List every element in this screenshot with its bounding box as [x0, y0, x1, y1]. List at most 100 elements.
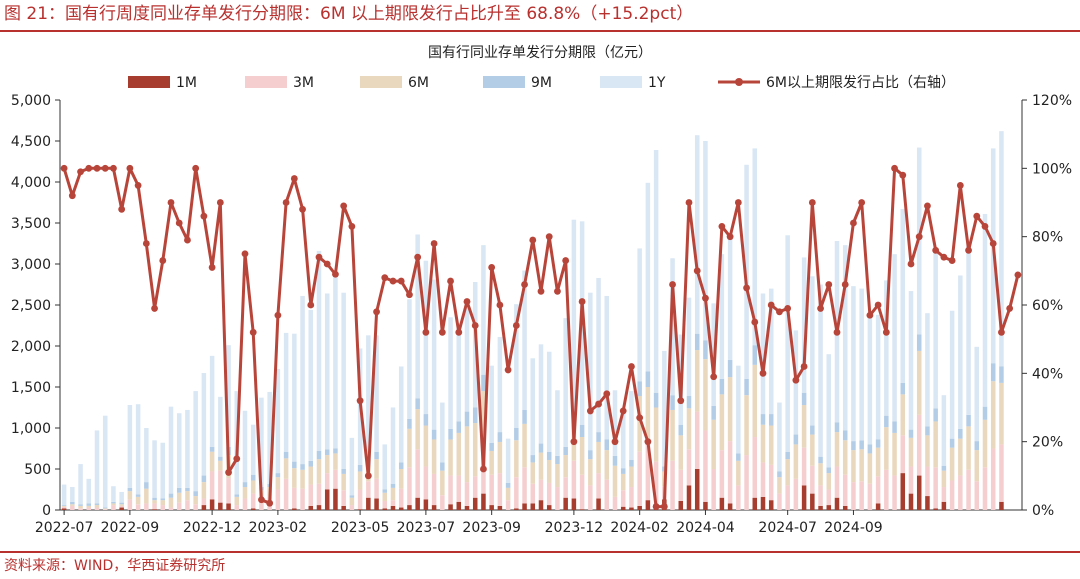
ratio-point	[677, 397, 685, 405]
bar-segment-1Y	[662, 350, 667, 467]
bar-segment-9M	[168, 493, 174, 498]
bar-segment-3M	[407, 467, 412, 506]
bar-segment-6M	[514, 440, 519, 478]
y-left-tick-label: 1,000	[11, 421, 51, 437]
bar-segment-3M	[884, 469, 889, 510]
bar-segment-6M	[398, 469, 404, 489]
bar-segment-1Y	[382, 444, 388, 490]
ratio-point	[307, 301, 315, 309]
bar-segment-9M	[357, 464, 363, 472]
bar-segment-6M	[990, 381, 996, 449]
bar-segment-9M	[933, 408, 938, 422]
ratio-point	[924, 202, 931, 210]
bar-segment-3M	[694, 411, 700, 469]
ratio-point	[743, 284, 750, 292]
bar-segment-1M	[760, 496, 766, 510]
bar-segment-9M	[818, 456, 823, 464]
bar-segment-6M	[522, 423, 527, 468]
bar-segment-1Y	[703, 141, 708, 341]
bar-segment-3M	[629, 487, 634, 508]
bar-segment-1Y	[168, 406, 174, 494]
bar-segment-9M	[333, 448, 338, 454]
ratio-point	[693, 267, 701, 275]
bar-segment-9M	[497, 432, 503, 442]
y-right-tick-label: 120%	[1032, 93, 1072, 109]
bar-segment-6M	[448, 439, 453, 476]
bar-segment-9M	[826, 467, 832, 474]
ratio-point	[406, 291, 413, 299]
bar-segment-6M	[653, 407, 659, 462]
bar-segment-6M	[760, 424, 766, 463]
bar-segment-1M	[678, 500, 684, 510]
bar-segment-3M	[152, 503, 157, 510]
bar-segment-9M	[744, 378, 749, 396]
bar-segment-1Y	[653, 150, 659, 393]
bar-segment-9M	[727, 359, 733, 378]
bar-segment-1Y	[201, 373, 207, 476]
bar-segment-3M	[703, 430, 708, 502]
bar-segment-1M	[719, 497, 725, 510]
bar-segment-3M	[810, 465, 815, 494]
ratio-point	[225, 469, 232, 476]
bar-segment-3M	[851, 482, 856, 510]
bar-segment-3M	[275, 489, 281, 510]
bar-segment-1M	[514, 508, 519, 510]
bar-segment-1Y	[218, 396, 223, 457]
bar-segment-9M	[300, 464, 305, 470]
ratio-point	[167, 199, 175, 206]
ratio-point	[882, 328, 890, 336]
bar-segment-9M	[464, 411, 470, 427]
figure-title: 图 21：国有行周度同业存单发行分期限：6M 以上期限发行占比升至 68.8%（…	[4, 4, 694, 24]
bar-segment-9M	[588, 450, 593, 460]
bar-segment-3M	[752, 437, 758, 498]
bar-segment-9M	[711, 405, 716, 420]
ratio-line	[60, 164, 1022, 510]
ratio-point	[899, 171, 907, 179]
ratio-point	[93, 164, 101, 172]
bar-segment-6M	[94, 505, 100, 508]
bar-segment-3M	[768, 464, 774, 501]
ratio-point	[907, 260, 915, 268]
bar-segment-1Y	[119, 491, 124, 503]
bar-segment-3M	[185, 500, 190, 510]
bar-segment-6M	[275, 477, 281, 490]
ratio-point	[233, 455, 241, 463]
ratio-point	[989, 240, 997, 247]
bar-segment-6M	[752, 364, 758, 438]
bar-segment-1M	[530, 503, 536, 510]
bar-segment-6M	[415, 409, 420, 450]
ratio-point	[915, 233, 923, 241]
bar-segment-1Y	[283, 332, 289, 452]
ratio-point	[718, 223, 726, 230]
bar-segment-6M	[234, 496, 240, 506]
bar-segment-6M	[925, 435, 930, 467]
bar-segment-3M	[826, 489, 832, 506]
bar-segment-9M	[176, 487, 182, 493]
bar-segment-1M	[316, 505, 322, 510]
bar-segment-1M	[448, 504, 453, 510]
bar-segment-9M	[785, 451, 790, 460]
legend-label-6M: 6M	[408, 75, 429, 91]
bar-segment-6M	[694, 350, 700, 412]
bar-segment-6M	[678, 435, 684, 470]
y-left-tick-label: 4,000	[11, 175, 51, 191]
bar-segment-6M	[423, 425, 429, 467]
ratio-point	[521, 281, 528, 288]
bar-segment-6M	[193, 496, 198, 505]
bar-segment-6M	[892, 432, 897, 476]
bar-segment-1Y	[423, 260, 429, 415]
bar-segment-6M	[982, 419, 988, 468]
bar-segment-1Y	[333, 275, 338, 449]
bar-segment-9M	[768, 414, 774, 426]
ratio-point	[726, 233, 734, 241]
bar-segment-3M	[538, 479, 544, 501]
y-right-tick-label: 0%	[1032, 503, 1054, 519]
bar-segment-1M	[119, 507, 124, 510]
bar-segment-9M	[908, 429, 914, 438]
legend-marker-ratio	[735, 78, 743, 86]
bar-segment-9M	[612, 455, 618, 466]
bar-segment-3M	[678, 469, 684, 501]
bar-segment-1Y	[629, 391, 634, 460]
bar-segment-9M	[78, 504, 83, 506]
bar-segment-9M	[481, 374, 486, 392]
